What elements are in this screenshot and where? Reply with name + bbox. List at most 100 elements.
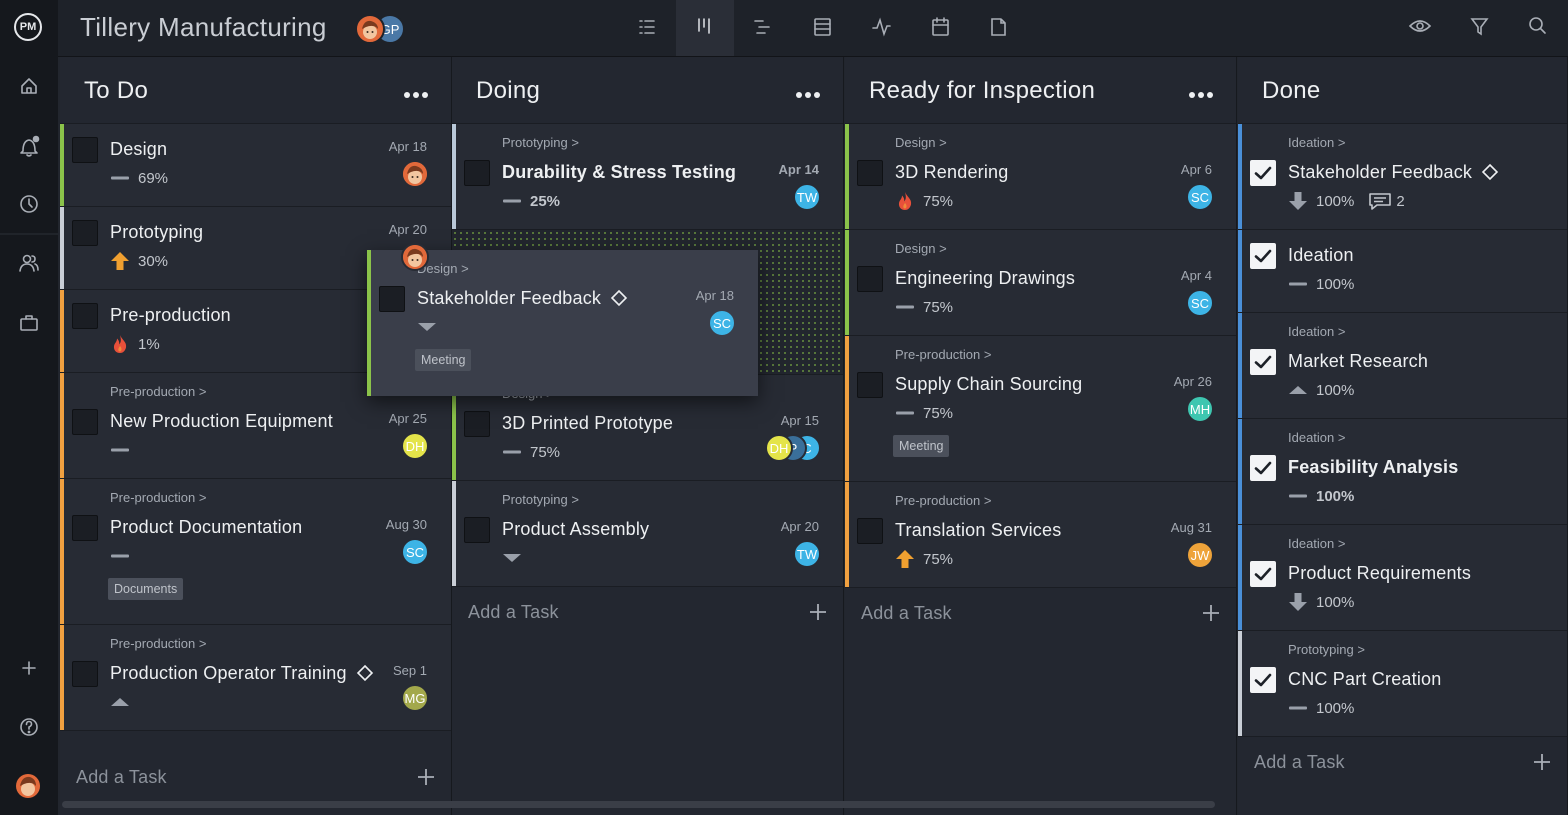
column-menu[interactable] <box>1188 86 1214 104</box>
breadcrumb[interactable]: Pre-production > <box>895 493 992 508</box>
column-menu[interactable] <box>795 86 821 104</box>
list-view-icon[interactable] <box>639 20 655 34</box>
board-view-icon[interactable] <box>698 18 710 34</box>
search-icon[interactable] <box>1529 17 1546 34</box>
breadcrumb[interactable]: Pre-production > <box>110 636 207 651</box>
column-menu[interactable] <box>403 86 429 104</box>
checkbox[interactable] <box>72 661 98 687</box>
breadcrumb[interactable]: Pre-production > <box>110 384 207 399</box>
task-name[interactable]: Durability & Stress Testing <box>502 161 737 182</box>
avatar[interactable]: SC <box>401 538 429 566</box>
checkbox[interactable] <box>857 372 883 398</box>
dashboard-view-icon[interactable] <box>872 17 891 37</box>
task-card[interactable]: Ideation 100% <box>1238 230 1567 313</box>
filter-icon[interactable] <box>1470 18 1489 36</box>
watch-icon[interactable] <box>1408 20 1432 32</box>
avatar[interactable]: DH <box>401 432 429 460</box>
portfolio-icon[interactable] <box>20 315 38 331</box>
breadcrumb[interactable]: Ideation > <box>1288 430 1346 445</box>
checkbox[interactable] <box>72 303 98 329</box>
add-task[interactable]: Add a Task <box>845 588 1236 638</box>
task-name[interactable]: Engineering Drawings <box>895 267 1076 288</box>
add-task-label[interactable]: Add a Task <box>1254 751 1345 772</box>
add-icon[interactable] <box>22 661 36 675</box>
breadcrumb[interactable]: Prototyping > <box>1288 642 1365 657</box>
task-name[interactable]: Product Assembly <box>502 518 650 539</box>
breadcrumb[interactable]: Design > <box>895 241 947 256</box>
task-card[interactable]: Ideation > Feasibility Analysis 100% <box>1238 419 1567 525</box>
user-avatar[interactable] <box>16 774 40 798</box>
task-card[interactable]: Design > Stakeholder Feedback Apr 18 SC Meet… <box>367 250 758 396</box>
task-name[interactable]: 3D Rendering <box>895 161 1009 182</box>
checkbox[interactable] <box>857 266 883 292</box>
avatar[interactable]: SC <box>1186 183 1214 211</box>
scrollbar[interactable] <box>62 801 1215 808</box>
checkbox[interactable] <box>1250 455 1276 481</box>
files-view-icon[interactable] <box>991 18 1006 36</box>
task-name[interactable]: Stakeholder Feedback <box>1288 161 1473 182</box>
breadcrumb[interactable]: Prototyping > <box>502 492 579 507</box>
task-name[interactable]: Supply Chain Sourcing <box>895 373 1083 394</box>
tag[interactable]: Meeting <box>415 349 472 371</box>
breadcrumb[interactable]: Design > <box>417 261 469 276</box>
task-card[interactable]: Pre-production > Translation Services 75% A… <box>845 482 1236 588</box>
avatar[interactable]: SC <box>1186 289 1214 317</box>
avatar[interactable] <box>401 160 429 188</box>
task-name[interactable]: Translation Services <box>895 519 1062 540</box>
checkbox[interactable] <box>1250 243 1276 269</box>
task-name[interactable]: Prototyping <box>110 221 204 242</box>
task-name[interactable]: Ideation <box>1288 244 1354 265</box>
task-name[interactable]: New Production Equipment <box>110 410 333 431</box>
avatar[interactable]: SC <box>708 309 736 337</box>
notifications-icon[interactable] <box>20 135 40 157</box>
task-card[interactable]: Design > 3D Rendering 75% Apr 6 SC <box>845 124 1236 230</box>
task-name[interactable]: Product Requirements <box>1288 562 1472 583</box>
checkbox[interactable] <box>72 220 98 246</box>
add-task-label[interactable]: Add a Task <box>861 602 952 623</box>
task-card[interactable]: Pre-production > Product Documentation Aug… <box>60 479 451 625</box>
task-name[interactable]: 3D Printed Prototype <box>502 412 674 433</box>
checkbox[interactable] <box>464 411 490 437</box>
checkbox[interactable] <box>72 515 98 541</box>
task-card[interactable]: Ideation > Product Requirements 100% <box>1238 525 1567 631</box>
add-task-label[interactable]: Add a Task <box>468 601 559 622</box>
task-name[interactable]: CNC Part Creation <box>1288 668 1442 689</box>
checkbox[interactable] <box>1250 349 1276 375</box>
task-card[interactable]: Ideation > Market Research 100% <box>1238 313 1567 419</box>
avatar[interactable] <box>355 14 385 44</box>
task-card[interactable]: Ideation > Stakeholder Feedback 100% 2 <box>1238 124 1567 230</box>
task-card[interactable]: Prototyping > Product Assembly Apr 20 TW <box>452 481 843 587</box>
tag[interactable]: Documents <box>108 578 184 600</box>
breadcrumb[interactable]: Ideation > <box>1288 135 1346 150</box>
task-card[interactable]: Design 69% Apr 18 <box>60 124 451 207</box>
task-name[interactable]: Market Research <box>1288 350 1429 371</box>
checkbox[interactable] <box>1250 667 1276 693</box>
checkbox[interactable] <box>857 518 883 544</box>
checkbox[interactable] <box>379 286 405 312</box>
task-card[interactable]: Pre-production > Production Operator Trai… <box>60 625 451 731</box>
breadcrumb[interactable]: Pre-production > <box>110 490 207 505</box>
avatar[interactable]: MG <box>401 684 429 712</box>
task-card[interactable]: Prototyping > CNC Part Creation 100% <box>1238 631 1567 737</box>
checkbox[interactable] <box>1250 561 1276 587</box>
task-name[interactable]: Design <box>110 138 168 159</box>
checkbox[interactable] <box>464 160 490 186</box>
task-name[interactable]: Pre-production <box>110 304 231 325</box>
checkbox[interactable] <box>72 409 98 435</box>
add-task[interactable]: Add a Task <box>60 752 451 802</box>
home-icon[interactable] <box>21 78 37 94</box>
calendar-view-icon[interactable] <box>932 17 949 36</box>
add-task[interactable]: Add a Task <box>1238 737 1567 787</box>
avatar[interactable] <box>401 243 429 271</box>
avatar[interactable]: JW <box>1186 541 1214 569</box>
add-task-label[interactable]: Add a Task <box>76 766 167 787</box>
avatar[interactable]: DH <box>765 434 793 462</box>
logo[interactable]: PM <box>14 13 42 41</box>
people-icon[interactable] <box>19 254 39 272</box>
checkbox[interactable] <box>857 160 883 186</box>
recent-icon[interactable] <box>20 195 38 213</box>
checkbox[interactable] <box>1250 160 1276 186</box>
task-name[interactable]: Stakeholder Feedback <box>417 287 602 308</box>
avatar[interactable]: TW <box>793 540 821 568</box>
add-task[interactable]: Add a Task <box>452 587 843 637</box>
